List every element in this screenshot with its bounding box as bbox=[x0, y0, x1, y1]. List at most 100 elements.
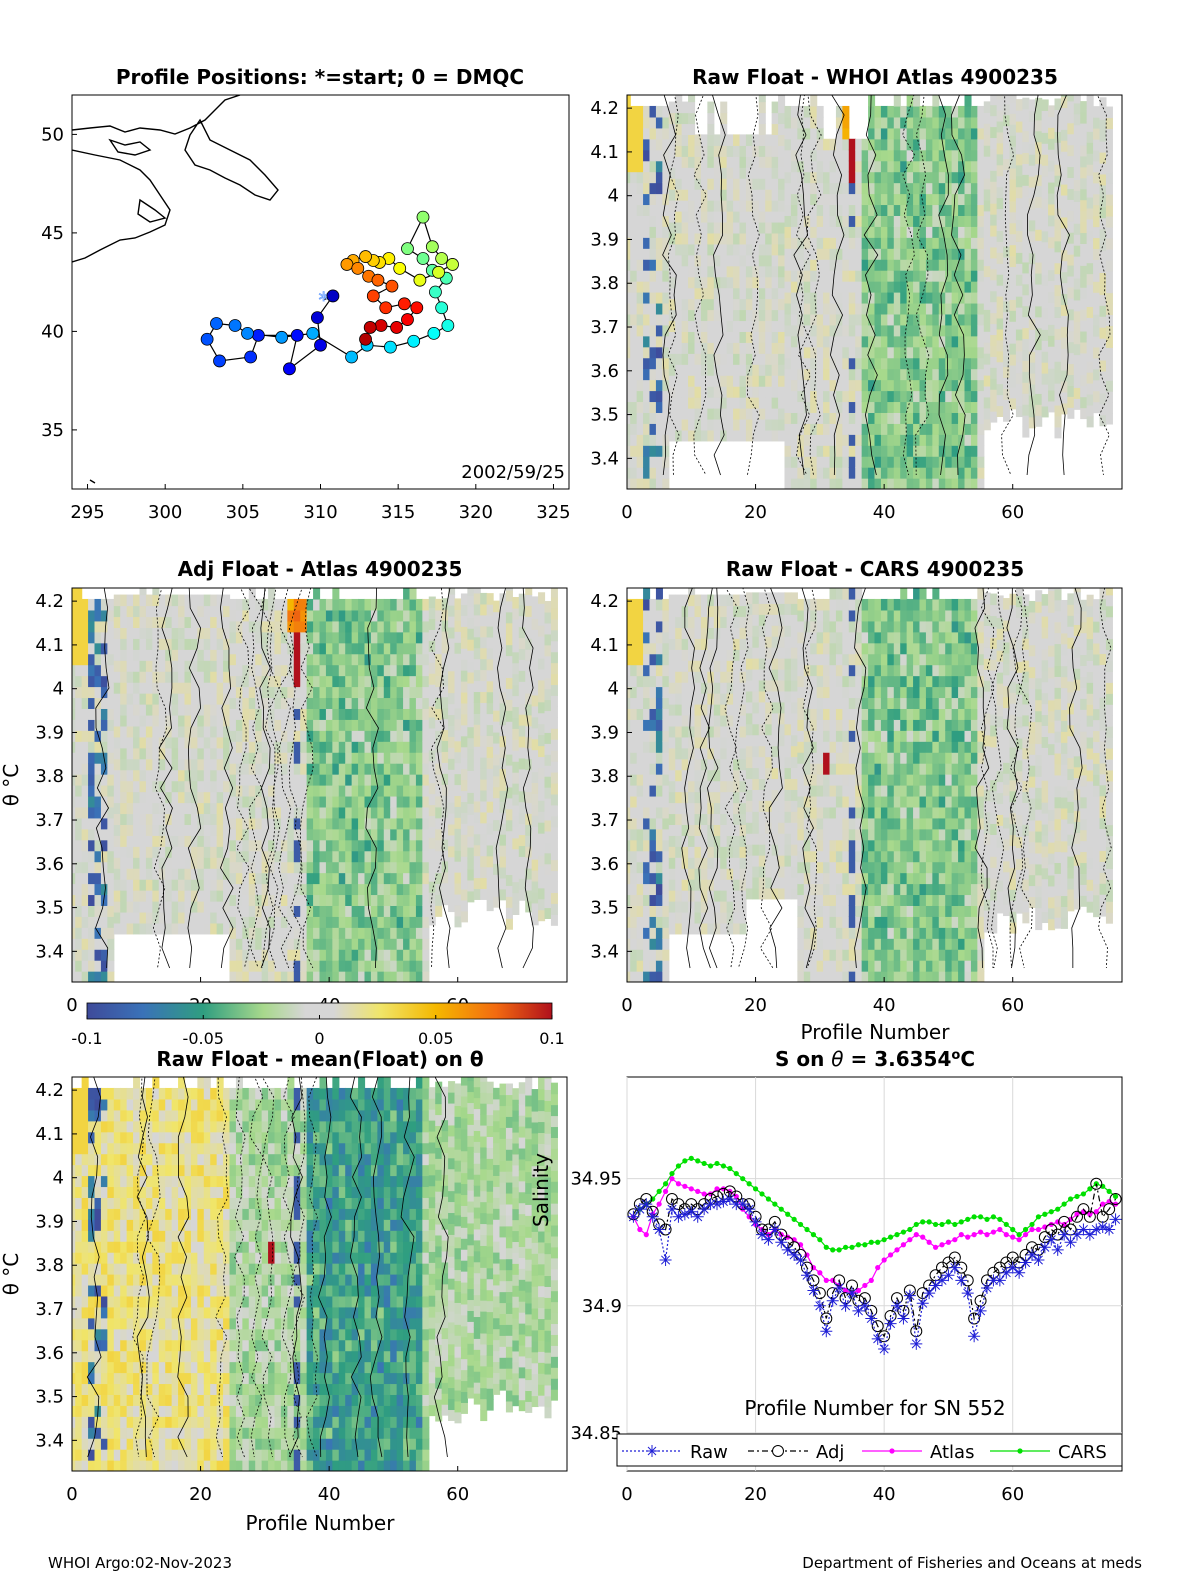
heatmap-cell bbox=[964, 138, 972, 151]
heatmap-cell bbox=[409, 741, 417, 753]
heatmap-cell bbox=[970, 324, 978, 337]
heatmap-cell bbox=[688, 167, 696, 179]
heatmap-cell bbox=[1048, 138, 1056, 150]
heatmap-cell bbox=[1093, 390, 1101, 403]
heatmap-cell bbox=[235, 697, 243, 709]
heatmap-cell bbox=[932, 423, 940, 435]
heatmap-cell bbox=[319, 839, 327, 852]
heatmap-cell bbox=[158, 879, 166, 891]
heatmap-cell bbox=[790, 401, 798, 413]
heatmap-cell bbox=[726, 342, 734, 354]
heatmap-cell bbox=[951, 116, 959, 129]
heatmap-cell bbox=[627, 412, 631, 424]
heatmap-cell bbox=[332, 817, 340, 830]
heatmap-cell bbox=[441, 740, 449, 752]
heatmap-cell bbox=[829, 270, 837, 282]
heatmap-cell bbox=[1086, 393, 1094, 406]
heatmap-cell bbox=[145, 857, 153, 869]
heatmap-cell bbox=[203, 879, 211, 891]
heatmap-cell bbox=[1060, 249, 1068, 262]
heatmap-cell bbox=[1105, 391, 1113, 403]
heatmap-cell bbox=[300, 894, 308, 906]
heatmap-cell bbox=[1073, 102, 1081, 115]
heatmap-cell bbox=[1105, 347, 1113, 359]
heatmap-cell bbox=[932, 95, 940, 107]
heatmap-cell bbox=[235, 839, 243, 852]
heatmap-cell bbox=[377, 927, 385, 939]
heatmap-cell bbox=[255, 971, 263, 982]
heatmap-cell bbox=[688, 178, 696, 190]
heatmap-cell bbox=[688, 298, 696, 311]
heatmap-cell bbox=[493, 633, 501, 646]
heatmap-cell bbox=[255, 631, 263, 644]
heatmap-cell bbox=[1003, 344, 1011, 357]
heatmap-cell bbox=[906, 193, 914, 206]
heatmap-cell bbox=[171, 682, 179, 694]
heatmap-cell bbox=[887, 478, 895, 489]
heatmap-cell bbox=[932, 248, 940, 260]
heatmap-cell bbox=[887, 390, 895, 403]
heatmap-cell bbox=[538, 734, 546, 747]
heatmap-cell bbox=[403, 839, 411, 852]
heatmap-cell bbox=[951, 467, 959, 479]
heatmap-cell bbox=[531, 618, 539, 630]
heatmap-cell bbox=[255, 653, 263, 666]
heatmap-cell bbox=[835, 171, 843, 184]
heatmap-cell bbox=[983, 210, 991, 223]
map-profile-point bbox=[401, 313, 414, 326]
heatmap-cell bbox=[518, 768, 526, 781]
heatmap-cell bbox=[409, 653, 417, 666]
heatmap-cell bbox=[739, 211, 747, 223]
heatmap-cell bbox=[1048, 357, 1056, 369]
heatmap-cell bbox=[829, 467, 837, 479]
heatmap-cell bbox=[473, 735, 481, 747]
heatmap-cell bbox=[694, 232, 702, 245]
heatmap-cell bbox=[951, 182, 959, 195]
heatmap-cell bbox=[235, 598, 243, 611]
heatmap-cell bbox=[700, 386, 708, 398]
heatmap-cell bbox=[364, 916, 372, 928]
heatmap-cell bbox=[460, 899, 468, 912]
heatmap-cell bbox=[913, 368, 921, 381]
heatmap-cell bbox=[441, 751, 449, 763]
heatmap-cell bbox=[816, 259, 824, 271]
heatmap-cell bbox=[1009, 310, 1017, 322]
heatmap-cell bbox=[460, 834, 468, 846]
heatmap-cell bbox=[842, 204, 850, 216]
y-tick-label: 4.2 bbox=[590, 98, 619, 119]
heatmap-cell bbox=[203, 682, 211, 694]
heatmap-cell bbox=[319, 598, 327, 611]
map-profile-point bbox=[416, 252, 430, 265]
heatmap-cell bbox=[390, 883, 398, 896]
heatmap-cell bbox=[627, 127, 631, 140]
heatmap-cell bbox=[739, 386, 747, 398]
heatmap-cell bbox=[990, 246, 998, 259]
heatmap-cell bbox=[707, 375, 715, 387]
heatmap-cell bbox=[152, 758, 160, 771]
heatmap-cell bbox=[1015, 317, 1023, 330]
heatmap-cell bbox=[681, 309, 689, 322]
heatmap-cell bbox=[351, 598, 359, 611]
heatmap-cell bbox=[707, 353, 715, 365]
heatmap-cell bbox=[480, 811, 488, 824]
heatmap-cell bbox=[184, 890, 192, 902]
heatmap-cell bbox=[810, 259, 818, 271]
heatmap-cell bbox=[1060, 129, 1068, 141]
heatmap-cell bbox=[810, 193, 818, 206]
heatmap-cell bbox=[261, 708, 269, 720]
heatmap-cell bbox=[505, 732, 513, 744]
heatmap-cell bbox=[835, 127, 843, 140]
heatmap-cell bbox=[94, 653, 102, 666]
heatmap-cell bbox=[990, 334, 998, 346]
heatmap-cell bbox=[720, 167, 728, 179]
heatmap-cell bbox=[951, 434, 959, 446]
heatmap-cell bbox=[1105, 325, 1113, 337]
heatmap-cell bbox=[636, 379, 644, 392]
heatmap-cell bbox=[364, 708, 372, 720]
heatmap-cell bbox=[242, 894, 250, 906]
heatmap-cell bbox=[627, 237, 631, 249]
heatmap-cell bbox=[505, 754, 513, 766]
heatmap-cell bbox=[223, 911, 231, 924]
heatmap-cell bbox=[688, 134, 696, 146]
heatmap-cell bbox=[139, 857, 147, 869]
